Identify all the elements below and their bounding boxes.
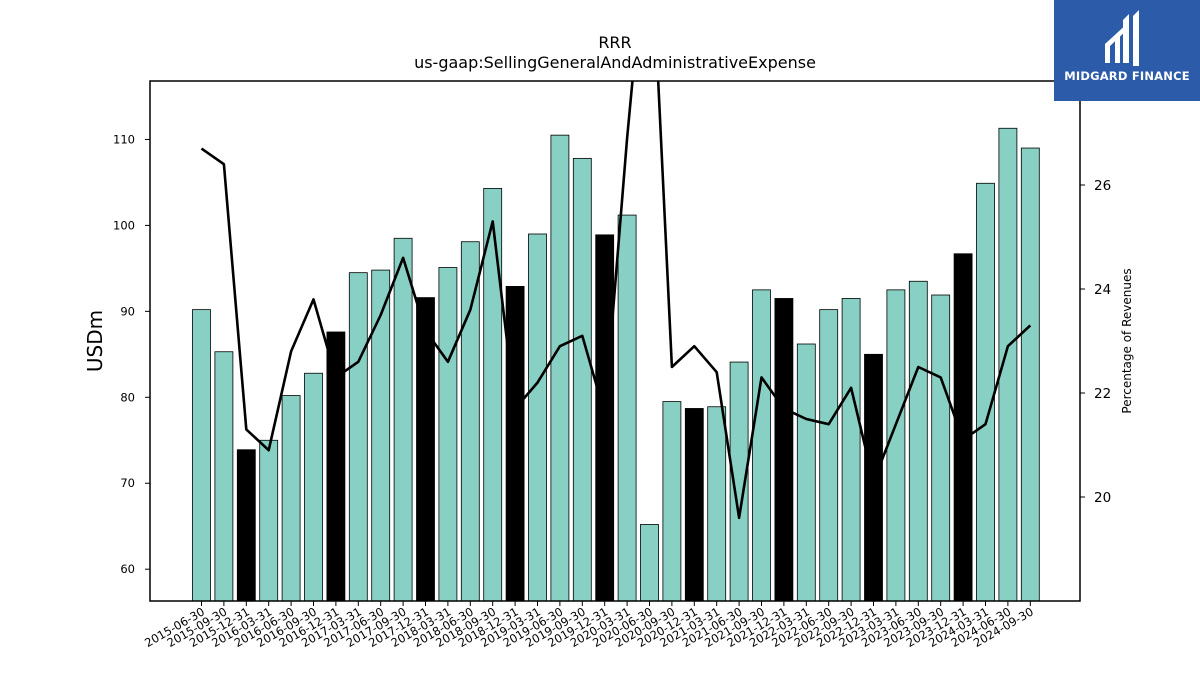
y2-tick-label: 22 <box>1094 386 1111 402</box>
bar-2021-12-31 <box>774 298 794 601</box>
y-tick-label: 70 <box>120 476 135 490</box>
y-tick-label: 110 <box>113 132 135 146</box>
y-axis-right: 20 22 24 26 <box>1080 178 1111 506</box>
bar-2019-09-30 <box>572 157 592 601</box>
bar-2021-06-30 <box>729 361 749 601</box>
chart-title: RRR <box>598 33 631 52</box>
bar-2023-09-30 <box>931 294 951 601</box>
bar-2017-03-31 <box>348 272 368 601</box>
bar-2022-09-30 <box>841 298 861 601</box>
bar-2017-09-30 <box>393 237 413 601</box>
bar-2024-09-30 <box>1020 147 1040 601</box>
chart-subtitle: us-gaap:SellingGeneralAndAdministrativeE… <box>414 53 816 72</box>
bar-2023-12-31 <box>953 253 973 601</box>
y-tick-label: 90 <box>120 304 135 318</box>
bar-2024-03-31 <box>976 182 995 601</box>
y2-axis-label: Percentage of Revenues <box>1120 268 1134 413</box>
bar-2023-03-31 <box>886 289 906 601</box>
bar-2015-09-30 <box>214 351 234 601</box>
bar-2020-12-31 <box>684 408 704 601</box>
y-tick-label: 60 <box>120 562 135 576</box>
bar-2020-03-31 <box>617 214 637 601</box>
bar-2022-06-30 <box>819 309 839 601</box>
brand-name: MIDGARD FINANCE <box>1064 69 1190 83</box>
y2-tick-label: 24 <box>1094 282 1111 298</box>
brand-logo: MIDGARD FINANCE <box>1054 0 1200 101</box>
bars-layer <box>192 127 1040 601</box>
plot-frame <box>149 80 1081 602</box>
bar-2017-06-30 <box>371 269 391 601</box>
bar-2022-03-31 <box>796 343 816 601</box>
y-tick-label: 80 <box>120 390 135 404</box>
bar-2016-09-30 <box>304 372 323 601</box>
y2-tick-label: 26 <box>1094 178 1111 194</box>
bar-2015-12-31 <box>236 449 256 601</box>
bar-2023-06-30 <box>908 280 928 601</box>
y2-tick-label: 20 <box>1094 490 1111 506</box>
bar-2019-12-31 <box>595 234 615 601</box>
bar-2016-06-30 <box>281 395 301 601</box>
bar-2018-09-30 <box>483 188 503 601</box>
bar-2015-06-30 <box>192 309 211 601</box>
x-axis: 2015-06-302015-09-302015-12-312016-03-31… <box>142 601 1036 650</box>
bar-2021-09-30 <box>752 289 771 601</box>
bar-2020-06-30 <box>640 524 659 601</box>
bar-2016-12-31 <box>326 331 346 601</box>
midgard-m-icon <box>1105 10 1139 66</box>
bar-2019-03-31 <box>528 233 547 601</box>
y-axis-left: 60 70 80 90 100 110 <box>113 132 150 576</box>
y-tick-label: 100 <box>113 218 135 232</box>
bar-2020-09-30 <box>662 401 682 601</box>
bar-2018-03-31 <box>438 267 458 601</box>
bar-2016-03-31 <box>259 439 279 601</box>
bar-2019-06-30 <box>550 134 570 601</box>
percentage-line <box>200 81 1032 520</box>
bar-2021-03-31 <box>707 406 727 601</box>
bar-2018-06-30 <box>460 241 480 601</box>
bar-2018-12-31 <box>505 286 525 601</box>
line-layer <box>200 81 1032 520</box>
bar-2017-12-31 <box>416 297 435 601</box>
y-axis-label: USDm <box>83 310 107 372</box>
